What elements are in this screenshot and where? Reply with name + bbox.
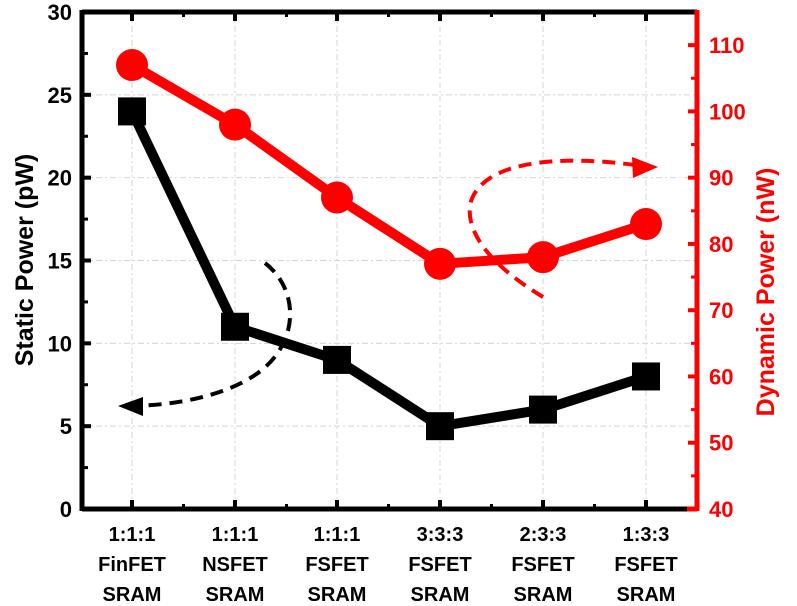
dynamic-power-point <box>630 208 662 241</box>
category-label: 1:1:1 <box>109 524 156 546</box>
right-tick-label: 100 <box>709 99 746 124</box>
dynamic-power-dashed-arrow <box>467 158 636 299</box>
category-label: SRAM <box>411 584 470 606</box>
static-power-point <box>632 362 660 391</box>
category-label: SRAM <box>308 584 367 606</box>
right-tick-label: 110 <box>709 33 745 58</box>
category-label: SRAM <box>206 584 265 606</box>
arrowhead-right-icon <box>632 157 658 178</box>
dynamic-power-point <box>321 181 353 214</box>
category-label: FinFET <box>98 554 166 576</box>
left-tick-label: 0 <box>60 497 72 522</box>
right-tick-label: 80 <box>709 232 733 257</box>
category-label: 1:1:1 <box>212 524 259 546</box>
right-tick-label: 50 <box>709 431 733 456</box>
dynamic-power-line <box>129 60 648 269</box>
static-power-point <box>118 97 146 126</box>
right-tick-label: 60 <box>709 364 733 389</box>
static-power-point <box>426 412 454 441</box>
static-power-dashed-arrow <box>131 261 293 408</box>
category-label: FSFET <box>511 554 574 576</box>
dynamic-power-point <box>219 108 251 141</box>
category-label: SRAM <box>103 584 162 606</box>
static-power-point <box>323 345 351 374</box>
static-power-point <box>529 395 557 424</box>
dynamic-power-point <box>424 247 456 280</box>
category-label: 2:3:3 <box>520 524 567 546</box>
category-label: SRAM <box>514 584 573 606</box>
left-tick-label: 30 <box>48 0 72 25</box>
left-tick-label: 25 <box>48 83 72 108</box>
left-tick-label: 20 <box>48 166 72 191</box>
left-tick-label: 15 <box>48 249 72 274</box>
static-power-line <box>127 109 648 432</box>
dynamic-power-point <box>116 49 148 82</box>
static-power-point <box>221 312 249 341</box>
annotations <box>118 157 658 416</box>
category-label: FSFET <box>614 554 677 576</box>
category-label: 1:3:3 <box>623 524 670 546</box>
category-label: FSFET <box>408 554 471 576</box>
right-tick-label: 90 <box>709 166 733 191</box>
category-label: 1:1:1 <box>314 524 361 546</box>
right-tick-label: 70 <box>709 298 733 323</box>
axes: 0 5 10 15 20 25 30 40 50 60 70 80 90 100 110 1:1:1 FinFE… <box>48 0 746 606</box>
category-label: SRAM <box>617 584 676 606</box>
dynamic-power-point <box>527 241 559 274</box>
data-series <box>116 49 662 441</box>
category-label: NSFET <box>202 554 268 576</box>
axis-labels: Static Power (pW) Dynamic Power (nW) <box>11 154 780 417</box>
category-label: 3:3:3 <box>417 524 464 546</box>
left-tick-label: 5 <box>60 414 72 439</box>
category-label: FSFET <box>305 554 368 576</box>
left-axis-title: Static Power (pW) <box>11 154 39 367</box>
arrowhead-left-icon <box>118 397 143 416</box>
left-tick-label: 10 <box>48 331 72 356</box>
right-tick-label: 40 <box>709 497 733 522</box>
right-axis-title: Dynamic Power (nW) <box>752 168 780 417</box>
